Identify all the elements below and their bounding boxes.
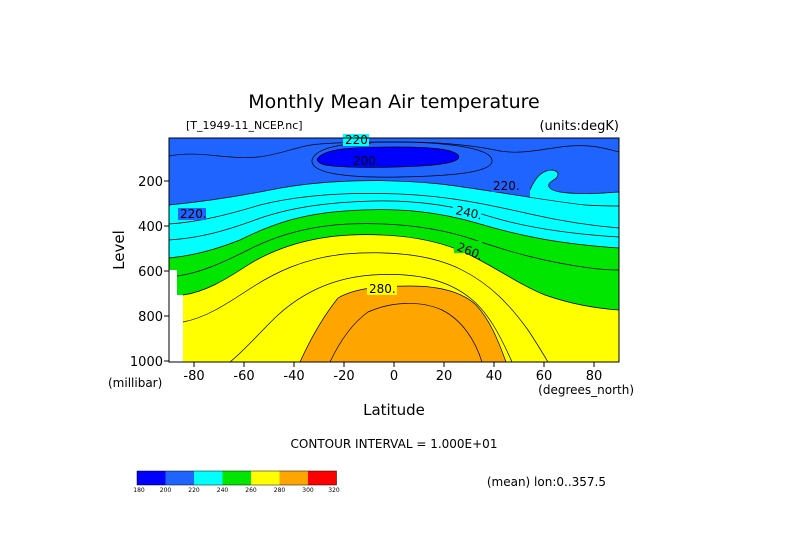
colorbar-label: 260	[245, 487, 257, 494]
colorbar-label: 300	[302, 487, 314, 494]
label-bg	[178, 208, 206, 220]
x-tick-label: -80	[183, 369, 204, 384]
y-axis-title: Level	[110, 230, 128, 270]
colorbar-swatch	[165, 471, 194, 485]
y-tick-label: 1000	[130, 355, 163, 370]
file-label: [T_1949-11_NCEP.nc]	[186, 119, 303, 132]
contour-line	[169, 209, 619, 259]
label-bg	[454, 241, 482, 253]
contour-line	[529, 169, 619, 194]
colorbar-swatch	[308, 471, 337, 485]
label-bg	[453, 205, 481, 217]
colorbar-label: 220	[188, 487, 200, 494]
label-bg	[367, 283, 397, 295]
contour-label-backgrounds	[178, 134, 519, 295]
contour-line	[316, 146, 460, 168]
axis-ticks	[164, 180, 595, 367]
contour-label: 220.	[180, 207, 207, 221]
x-tick-label: -60	[233, 369, 254, 384]
x-tick-labels: -80 -60 -40 -20 0 20 40 60 80	[183, 369, 602, 384]
band-220-240-tongue	[530, 170, 619, 206]
contour-labels: 220. 200. 220. 220. 240. 260. 280.	[180, 133, 520, 296]
contour-interval-text: CONTOUR INTERVAL = 1.000E+01	[291, 437, 498, 451]
contour-line	[182, 252, 549, 362]
contour-fill-layer	[169, 138, 619, 362]
label-bg	[491, 180, 519, 192]
x-axis-units: (degrees_north)	[538, 383, 634, 397]
y-tick-label: 600	[138, 265, 163, 280]
contour-line	[229, 274, 513, 362]
colorbar-swatch	[222, 471, 251, 485]
x-tick-label: 40	[486, 369, 503, 384]
x-tick-label: 0	[390, 369, 398, 384]
label-bg	[343, 134, 369, 146]
contour-label: 200.	[353, 154, 380, 168]
colorbar-label: 180	[133, 487, 145, 494]
contour-line	[169, 200, 619, 241]
colorbar-swatch	[194, 471, 223, 485]
x-tick-label: -20	[333, 369, 354, 384]
contour-line	[176, 223, 619, 277]
footer-text: (mean) lon:0..357.5	[487, 475, 606, 489]
chart-title: Monthly Mean Air temperature	[248, 91, 539, 113]
x-axis-title: Latitude	[363, 401, 425, 419]
label-bg	[351, 155, 379, 167]
x-tick-label: 60	[536, 369, 553, 384]
y-axis-units: (millibar)	[108, 376, 162, 390]
contour-label: 280.	[369, 282, 396, 296]
contour-label: 220.	[493, 179, 520, 193]
colorbar-swatch	[251, 471, 280, 485]
contour-line	[169, 180, 619, 207]
colorbar-swatch	[137, 471, 166, 485]
y-tick-label: 400	[138, 220, 163, 235]
y-tick-label: 800	[138, 310, 163, 325]
units-label: (units:degK)	[539, 119, 619, 134]
colorbar-label: 240	[217, 487, 229, 494]
contour-label: 220.	[345, 133, 372, 147]
colorbar-label: 280	[274, 487, 286, 494]
y-tick-label: 200	[138, 175, 163, 190]
colorbar-swatch	[279, 471, 308, 485]
contour-line	[169, 193, 619, 229]
colorbar-label: 200	[160, 487, 172, 494]
missing-data-region	[169, 270, 183, 362]
contour-line	[182, 234, 619, 311]
x-tick-label: -40	[283, 369, 304, 384]
contour-line	[299, 285, 507, 362]
contour-lines	[169, 141, 619, 362]
y-tick-labels: 200 400 600 800 1000	[130, 175, 163, 370]
colorbar-label: 320	[328, 487, 340, 494]
colorbar-frame	[136, 470, 337, 486]
colorbar-labels: 180 200 220 240 260 280 300 320	[133, 487, 340, 494]
band-280-300	[300, 286, 506, 362]
contour-label: 240.	[454, 203, 483, 222]
x-tick-label: 20	[436, 369, 453, 384]
contour-line	[329, 303, 483, 362]
colorbar	[136, 470, 337, 486]
x-tick-label: 80	[586, 369, 603, 384]
